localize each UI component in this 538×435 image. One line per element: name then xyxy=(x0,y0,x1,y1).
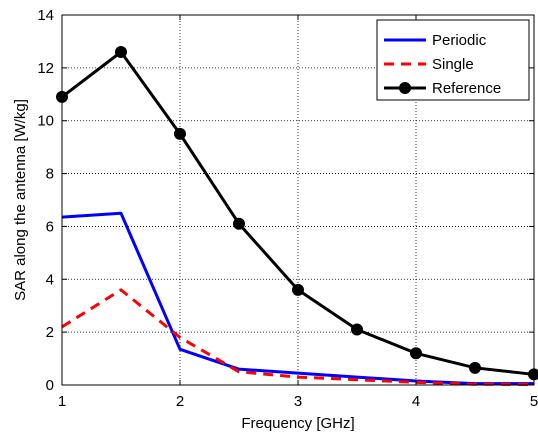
y-tick-label: 4 xyxy=(46,271,54,288)
x-tick-label: 2 xyxy=(176,393,184,410)
x-tick-label: 4 xyxy=(412,393,420,410)
x-axis-label: Frequency [GHz] xyxy=(241,415,354,432)
x-tick-label: 3 xyxy=(294,393,302,410)
series-point-reference xyxy=(233,217,245,230)
series-point-reference xyxy=(351,323,363,336)
legend-label-reference: Reference xyxy=(432,80,501,97)
y-axis-label: SAR along the antenna [W/kg] xyxy=(12,99,29,301)
y-tick-label: 10 xyxy=(37,113,54,130)
y-tick-label: 6 xyxy=(46,218,54,235)
legend: Periodic Single Reference xyxy=(376,19,530,101)
series-line-single xyxy=(61,288,535,386)
series-layer xyxy=(56,46,538,386)
grid xyxy=(62,15,534,385)
y-tick-label: 12 xyxy=(37,60,54,77)
y-tick-label: 14 xyxy=(37,7,54,24)
series-point-reference xyxy=(174,127,186,140)
series-point-reference xyxy=(410,347,422,360)
y-tick-label: 2 xyxy=(46,324,54,341)
legend-label-single: Single xyxy=(432,56,474,73)
y-tick-label: 0 xyxy=(46,377,54,394)
series-point-reference xyxy=(528,368,538,381)
series-point-reference xyxy=(469,361,481,374)
legend-label-periodic: Periodic xyxy=(432,32,487,49)
series-point-reference xyxy=(115,46,127,58)
series-point-reference xyxy=(292,283,304,296)
x-tick-label: 5 xyxy=(530,393,538,410)
x-tick-label: 1 xyxy=(58,393,66,410)
legend-marker-reference xyxy=(399,82,411,94)
ticks xyxy=(61,14,535,386)
y-tick-label: 8 xyxy=(46,166,54,183)
